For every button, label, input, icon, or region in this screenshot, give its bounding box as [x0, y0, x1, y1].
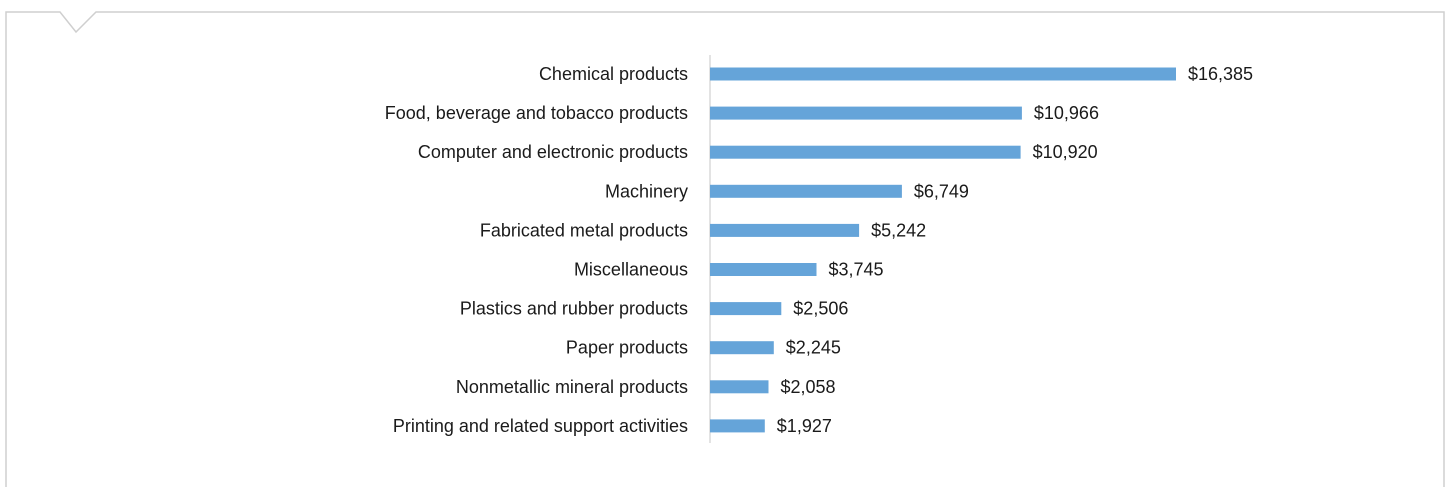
value-label: $6,749 [914, 181, 969, 201]
value-label: $3,745 [829, 260, 884, 280]
bar [710, 184, 902, 198]
category-labels: Chemical products Food, beverage and toba… [385, 64, 688, 436]
category-label: Paper products [566, 338, 688, 358]
bar [710, 419, 765, 433]
category-label: Plastics and rubber products [460, 299, 688, 319]
value-label: $10,966 [1034, 103, 1099, 123]
category-label: Fabricated metal products [480, 220, 688, 240]
bar [710, 67, 1176, 81]
category-label: Printing and related support activities [393, 416, 688, 436]
value-label: $16,385 [1188, 64, 1253, 84]
category-label: Miscellaneous [574, 260, 688, 280]
bars [710, 67, 1176, 433]
category-label: Machinery [605, 181, 688, 201]
category-label: Nonmetallic mineral products [456, 377, 688, 397]
bar [710, 380, 769, 394]
value-labels: $16,385 $10,966 $10,920 $6,749 $5,242 $3,745 $… [777, 64, 1253, 436]
bar [710, 263, 817, 276]
category-label: Chemical products [539, 64, 688, 84]
bar [710, 341, 774, 355]
category-label: Computer and electronic products [418, 142, 688, 162]
category-label: Food, beverage and tobacco products [385, 103, 688, 123]
value-label: $5,242 [871, 220, 926, 240]
bar [710, 223, 860, 237]
bar [710, 106, 1022, 120]
value-label: $2,506 [793, 299, 848, 319]
bar [710, 145, 1021, 159]
value-label: $10,920 [1033, 142, 1098, 162]
value-label: $2,058 [781, 377, 836, 397]
value-label: $1,927 [777, 416, 832, 436]
chart-frame [5, 11, 1445, 487]
bar [710, 302, 782, 316]
value-label: $2,245 [786, 338, 841, 358]
